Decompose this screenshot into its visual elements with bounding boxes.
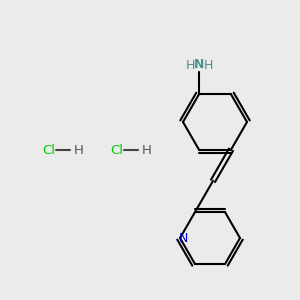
- Text: Cl: Cl: [110, 143, 123, 157]
- Text: H: H: [185, 59, 195, 72]
- Text: H: H: [142, 143, 152, 157]
- Text: Cl: Cl: [42, 143, 55, 157]
- Text: H: H: [203, 59, 213, 72]
- Text: N: N: [178, 232, 188, 244]
- Text: N: N: [194, 58, 204, 71]
- Text: H: H: [74, 143, 84, 157]
